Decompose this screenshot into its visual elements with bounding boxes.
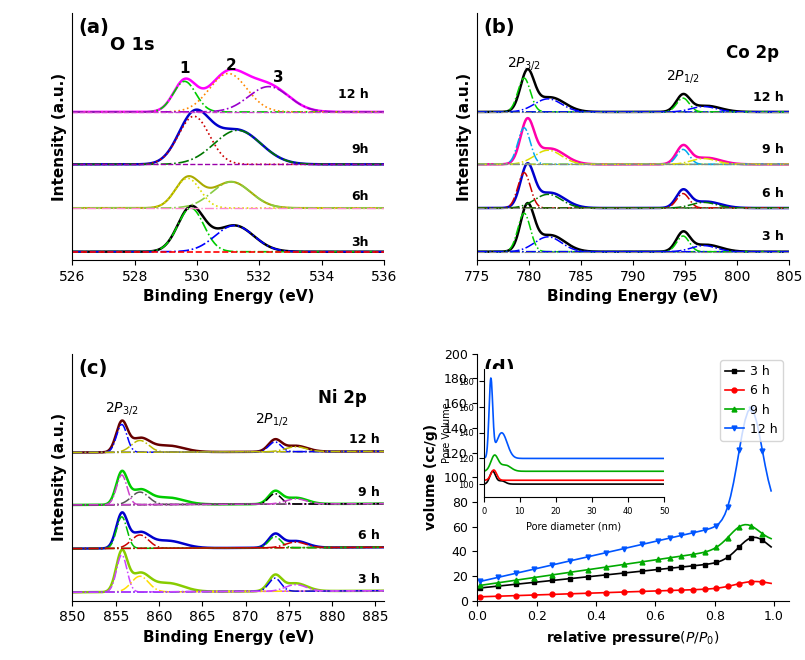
3 h [674,564,683,572]
9 h [766,535,776,543]
6 h [766,579,776,587]
12 h [694,527,704,535]
Text: $2P_{1/2}$: $2P_{1/2}$ [254,411,288,428]
Line: 3 h: 3 h [478,535,774,591]
6 h [633,587,642,595]
9 h [677,552,687,560]
6 h [741,578,750,586]
Y-axis label: volume (cc/g): volume (cc/g) [424,424,438,530]
3 h [694,561,704,569]
Text: 3 h: 3 h [357,573,380,586]
Text: 9 h: 9 h [762,143,784,156]
9 h [633,558,642,566]
Y-axis label: Intensity (a.u.): Intensity (a.u.) [457,73,472,201]
Y-axis label: Intensity (a.u.): Intensity (a.u.) [52,73,67,201]
Text: $2P_{1/2}$: $2P_{1/2}$ [667,68,700,85]
Text: 12 h: 12 h [349,434,380,446]
Text: 9h: 9h [351,143,369,156]
3 h [749,533,758,541]
Legend: 3 h, 6 h, 9 h, 12 h: 3 h, 6 h, 9 h, 12 h [720,360,782,441]
Text: 2: 2 [226,58,237,73]
12 h [674,532,683,540]
Text: $2P_{3/2}$: $2P_{3/2}$ [105,400,138,417]
3 h [677,563,687,571]
Text: $2P_{3/2}$: $2P_{3/2}$ [507,55,541,72]
3 h [741,537,750,545]
9 h [743,521,753,529]
9 h [476,581,485,589]
6 h [476,593,485,601]
Text: 3h: 3h [351,236,369,249]
X-axis label: Binding Energy (eV): Binding Energy (eV) [547,289,719,304]
6 h [677,586,687,594]
Text: 6 h: 6 h [357,529,380,543]
9 h [694,549,704,557]
Text: Co 2p: Co 2p [725,44,778,62]
12 h [766,487,776,495]
X-axis label: Binding Energy (eV): Binding Energy (eV) [142,630,314,645]
12 h [746,405,756,412]
Text: (d): (d) [484,359,515,378]
3 h [476,584,485,592]
6 h [694,585,704,593]
Text: (a): (a) [79,18,109,37]
12 h [741,416,750,424]
Text: 9 h: 9 h [357,486,380,499]
Text: 3 h: 3 h [762,230,784,244]
3 h [633,568,642,576]
Text: 6 h: 6 h [762,187,784,200]
6 h [749,578,758,585]
12 h [633,541,642,549]
3 h [685,562,695,570]
Text: (c): (c) [79,359,108,378]
12 h [677,531,687,539]
Text: 6h: 6h [351,190,369,203]
Text: O 1s: O 1s [109,36,155,54]
Text: 12 h: 12 h [753,90,784,104]
Y-axis label: Intensity (a.u.): Intensity (a.u.) [52,413,67,541]
Text: Ni 2p: Ni 2p [318,389,366,407]
6 h [685,586,695,594]
12 h [476,578,485,585]
X-axis label: Binding Energy (eV): Binding Energy (eV) [142,289,314,304]
6 h [674,586,683,594]
X-axis label: relative pressure$(P/P_0)$: relative pressure$(P/P_0)$ [547,629,720,647]
9 h [685,551,695,559]
Line: 6 h: 6 h [478,579,774,599]
9 h [674,552,683,560]
Text: 1: 1 [180,61,190,77]
9 h [741,521,750,529]
3 h [766,543,776,551]
Line: 12 h: 12 h [478,406,774,584]
Text: 12 h: 12 h [337,88,369,102]
Line: 9 h: 9 h [478,522,774,588]
Text: 3: 3 [273,70,283,85]
Text: (b): (b) [484,18,515,37]
12 h [685,529,695,537]
